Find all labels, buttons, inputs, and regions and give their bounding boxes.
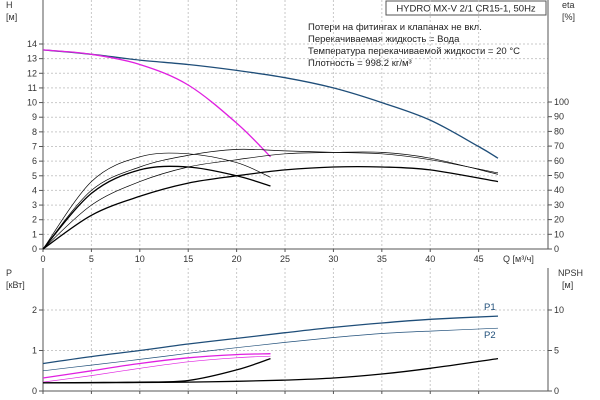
- top-right-axis-label-1: eta: [562, 0, 575, 10]
- x-tick-label: 0: [40, 254, 45, 264]
- x-tick-label: 10: [135, 254, 145, 264]
- left-tick-label: 13: [27, 54, 37, 64]
- series-line: [42, 327, 499, 372]
- x-tick-label: 25: [280, 254, 290, 264]
- x-tick-label: 5: [89, 254, 94, 264]
- right-tick-label: 40: [554, 185, 564, 195]
- bottom-left-axis-label-2: [кВт]: [6, 280, 25, 290]
- series-label: P1: [484, 302, 496, 313]
- left-tick-label: 6: [32, 156, 37, 166]
- left-tick-label: 3: [32, 200, 37, 210]
- x-tick-label: 20: [232, 254, 242, 264]
- right-tick-label: 0: [554, 244, 559, 254]
- right-tick-label: 90: [554, 112, 564, 122]
- left-tick-label: 2: [32, 305, 37, 315]
- right-tick-label: 20: [554, 215, 564, 225]
- x-tick-label: 40: [425, 254, 435, 264]
- left-tick-label: 14: [27, 39, 37, 49]
- left-tick-label: 5: [32, 171, 37, 181]
- series-line: [42, 148, 499, 250]
- right-tick-label: 10: [554, 305, 564, 315]
- left-tick-label: 2: [32, 215, 37, 225]
- top-right-axis-label-2: [%]: [562, 12, 575, 22]
- series-line: [42, 357, 499, 384]
- left-tick-label: 0: [32, 386, 37, 396]
- x-axis-label: Q [м³/ч]: [503, 254, 534, 264]
- series-line: [42, 165, 499, 250]
- series-line: [42, 49, 271, 158]
- right-tick-label: 100: [554, 97, 569, 107]
- series-label: P2: [484, 330, 496, 341]
- note-line-4: Плотность = 998.2 кг/м³: [308, 58, 412, 69]
- x-tick-label: 35: [377, 254, 387, 264]
- right-tick-label: 30: [554, 200, 564, 210]
- left-tick-label: 10: [27, 98, 37, 108]
- bottom-left-axis-label-1: P: [6, 268, 12, 278]
- left-tick-label: 9: [32, 112, 37, 122]
- left-tick-label: 12: [27, 68, 37, 78]
- right-tick-label: 10: [554, 229, 564, 239]
- x-tick-label: 15: [183, 254, 193, 264]
- series-line: [42, 152, 271, 250]
- series-line: [42, 49, 499, 159]
- x-tick-label: 30: [328, 254, 338, 264]
- top-left-axis-label-2: [м]: [6, 12, 17, 22]
- series-line: [42, 353, 271, 379]
- series-line: [42, 315, 499, 365]
- x-tick-label: 45: [474, 254, 484, 264]
- left-tick-label: 7: [32, 142, 37, 152]
- right-tick-label: 70: [554, 141, 564, 151]
- bottom-right-axis-label-1: NPSH: [558, 268, 583, 278]
- right-tick-label: 0: [554, 386, 559, 396]
- left-tick-label: 8: [32, 127, 37, 137]
- bottom-right-axis-label-2: [м]: [562, 280, 573, 290]
- left-tick-label: 11: [28, 83, 37, 93]
- right-tick-label: 60: [554, 156, 564, 166]
- note-line-1: Потери на фитингах и клапанах не вкл.: [308, 22, 482, 33]
- top-left-axis-label-1: H: [6, 0, 13, 10]
- left-tick-label: 4: [32, 185, 37, 195]
- note-line-3: Температура перекачиваемой жидкости = 20…: [308, 46, 520, 57]
- series-line: [42, 355, 271, 383]
- right-tick-label: 5: [554, 346, 559, 356]
- right-tick-label: 80: [554, 126, 564, 136]
- right-tick-label: 50: [554, 171, 564, 181]
- left-tick-label: 0: [32, 244, 37, 254]
- chart-title: HYDRO MX-V 2/1 CR15-1, 50Hz: [396, 4, 536, 15]
- note-line-2: Перекачиваемая жидкость = Вода: [308, 34, 460, 45]
- left-tick-label: 1: [32, 229, 37, 239]
- series-line: [42, 151, 499, 250]
- left-tick-label: 1: [32, 346, 37, 356]
- title-box: [385, 0, 547, 16]
- series-line: [42, 165, 271, 250]
- series-line: [42, 357, 271, 384]
